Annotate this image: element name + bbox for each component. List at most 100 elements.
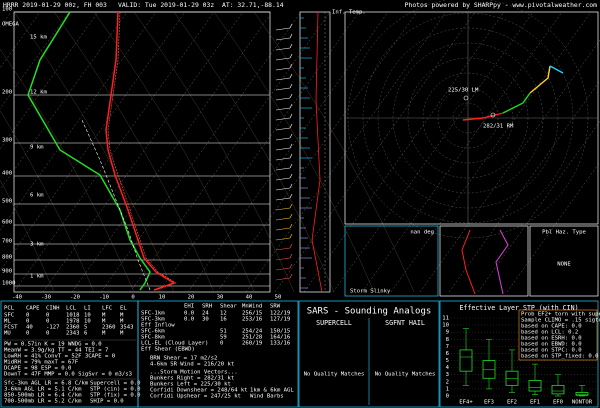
kin-header: MnWind [242, 304, 262, 310]
thermo-cell: FCST [4, 325, 18, 331]
stp-box [482, 360, 496, 379]
height-label: 6 km [30, 193, 44, 199]
wind-barb-flag [289, 213, 293, 219]
stp-y-label: 4 [446, 365, 450, 371]
right-mover-marker [490, 112, 496, 118]
hodo-trace-high [529, 65, 551, 94]
temperature-label: -30 [41, 295, 51, 301]
isotherm [71, 11, 273, 293]
pressure-label: 700 [2, 239, 12, 245]
thermo-cell: 0 [26, 331, 29, 337]
kin-cell: 256/15 [242, 311, 262, 317]
isotherm [0, 11, 157, 231]
isotherm [0, 11, 186, 272]
storm-motion: Corfidi Downshear = 248/64 kt [150, 388, 248, 394]
thermo-cell: M [102, 319, 106, 325]
kin-cell: 12 [220, 311, 227, 317]
composite-line: STP (fix) = 0.0 [90, 393, 141, 399]
temperature-label: 30 [217, 295, 224, 301]
wind-barb-flag [289, 123, 293, 129]
wind-barb-staff [275, 157, 291, 161]
kin-header: Shear [220, 304, 237, 310]
isotherm [100, 11, 302, 293]
thermo-cell: 2360 [66, 325, 79, 331]
kin-cell: 127/19 [270, 317, 290, 323]
wind-barb-flag [289, 153, 293, 159]
kin-cell: 251/28 [242, 335, 263, 341]
temperature-label: 10 [159, 295, 166, 301]
wind-barb-flag [289, 163, 293, 169]
kin-extra: 4-6km SR Wind = 216/20 kt [150, 362, 234, 368]
kin-cell: 30 [202, 317, 209, 323]
barb-note: Wind Barbs [250, 394, 284, 400]
stp-x-label: EF2 [507, 400, 517, 406]
lapse-line: 3-6km AGL LR = 5.1 C/km [4, 387, 82, 393]
isotherm [477, 120, 600, 293]
stp-legend-box [518, 309, 598, 361]
kin-cell: SFC-3km [141, 317, 165, 323]
stp-y-label: 5 [446, 358, 449, 364]
temperature-label: -10 [99, 295, 109, 301]
wind-barb-staff [275, 217, 291, 221]
thermo-header: LCL [66, 306, 77, 312]
wind-barb-flag [289, 273, 293, 279]
left-mover-marker [463, 95, 469, 101]
storm-motion: Corfidi Upshear = 247/25 kt [150, 394, 241, 400]
kin-header: SRH [202, 304, 212, 310]
kin-cell: 133/16 [270, 341, 290, 347]
temperature-label: 50 [275, 295, 282, 301]
stp-box [528, 379, 542, 392]
stp-y-label: 0 [446, 394, 449, 400]
wind-barb-flag [289, 103, 293, 109]
stp-box [551, 384, 565, 395]
isotherm [332, 11, 534, 293]
wind-barb-staff [275, 197, 291, 201]
slinky-label: Storm Slinky [350, 289, 391, 295]
dry-adiabat [13, 11, 175, 293]
stp-y-label: 3 [446, 372, 449, 378]
stp-x-label: EF4+ [459, 400, 473, 406]
dry-adiabat [93, 11, 255, 293]
wind-barb-flag [289, 263, 293, 269]
credit-label: Photos powered by SHARPpy - www.pivotalw… [405, 1, 598, 9]
dry-adiabat [173, 11, 335, 293]
thermo-cell: 10 [84, 319, 91, 325]
thermo-cell: 5 [84, 325, 87, 331]
kin-cell: 260/19 [242, 341, 262, 347]
right-mover-label: 282/31 RM [483, 124, 514, 130]
hodo-trace-mid [502, 92, 531, 114]
wind-barb-staff [275, 187, 291, 191]
isotherm [158, 11, 360, 293]
sars-supercell-result: No Quality Matches [304, 372, 365, 378]
stp-y-label: 11 [442, 316, 449, 322]
temperature-label: 20 [188, 295, 195, 301]
kin-cell: 0 [220, 341, 223, 347]
wind-barb-staff [275, 27, 291, 31]
thermo-cell: 40 [26, 325, 33, 331]
pbl-frame [529, 225, 599, 297]
wind-barb-flag [289, 23, 293, 29]
parcel-trace [81, 119, 151, 291]
stp-y-label: 6 [446, 351, 449, 357]
stp-legend-line: based on ESRH: 0.0 [521, 336, 582, 342]
thermo-cell: M [120, 331, 124, 337]
wind-barb-staff [275, 107, 291, 111]
thermo-cell: ML [4, 319, 11, 325]
left-mover-label: 225/30 LM [448, 88, 479, 94]
wind-barb-staff [275, 267, 291, 271]
isotherm [274, 11, 476, 293]
dry-adiabat [213, 11, 375, 293]
kin-cell: 16 [220, 317, 227, 323]
inferred-label: Inf. Temp. [332, 10, 366, 16]
wind-barb-staff [275, 257, 291, 261]
stp-legend-line: based on EBWD: 0.0 [521, 342, 582, 348]
stp-x-label: EF3 [484, 400, 494, 406]
wind-barb-staff [275, 207, 291, 211]
wind-barb-flag [289, 43, 293, 49]
kin-cell: 0.0 [184, 317, 194, 323]
thermo-cell: SFC [4, 313, 14, 319]
kin-header: EHI [184, 304, 194, 310]
wind-barb-staff [275, 87, 291, 91]
wind-barb-flag [289, 143, 293, 149]
pressure-label: 500 [2, 199, 12, 205]
